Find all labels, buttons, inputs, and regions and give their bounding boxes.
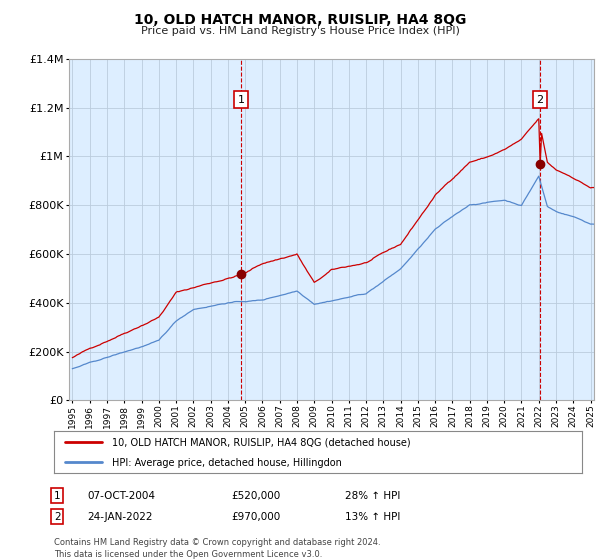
- Text: HPI: Average price, detached house, Hillingdon: HPI: Average price, detached house, Hill…: [112, 458, 342, 468]
- Text: 07-OCT-2004: 07-OCT-2004: [87, 491, 155, 501]
- Text: 2: 2: [536, 95, 544, 105]
- Text: 2: 2: [54, 512, 61, 522]
- Text: Price paid vs. HM Land Registry's House Price Index (HPI): Price paid vs. HM Land Registry's House …: [140, 26, 460, 36]
- Text: £970,000: £970,000: [231, 512, 280, 522]
- Text: 10, OLD HATCH MANOR, RUISLIP, HA4 8QG: 10, OLD HATCH MANOR, RUISLIP, HA4 8QG: [134, 13, 466, 27]
- Text: 1: 1: [238, 95, 244, 105]
- Text: 10, OLD HATCH MANOR, RUISLIP, HA4 8QG (detached house): 10, OLD HATCH MANOR, RUISLIP, HA4 8QG (d…: [112, 437, 411, 447]
- Text: 28% ↑ HPI: 28% ↑ HPI: [345, 491, 400, 501]
- Text: £520,000: £520,000: [231, 491, 280, 501]
- Text: 13% ↑ HPI: 13% ↑ HPI: [345, 512, 400, 522]
- Text: 24-JAN-2022: 24-JAN-2022: [87, 512, 152, 522]
- Text: 1: 1: [54, 491, 61, 501]
- Text: Contains HM Land Registry data © Crown copyright and database right 2024.
This d: Contains HM Land Registry data © Crown c…: [54, 538, 380, 559]
